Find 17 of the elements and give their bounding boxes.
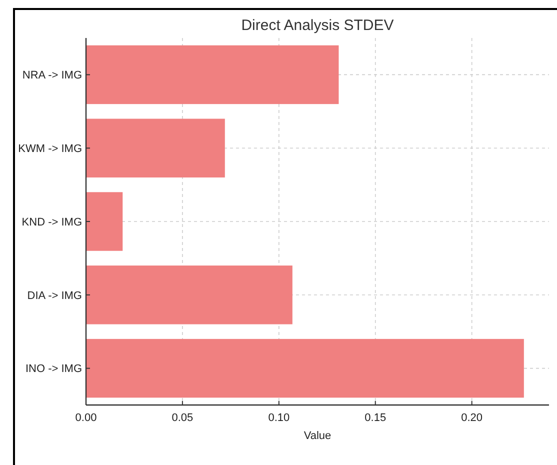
x-tick-label: 0.15 xyxy=(364,412,386,424)
x-axis-title: Value xyxy=(304,430,332,442)
bar xyxy=(86,338,524,398)
bar xyxy=(86,118,225,178)
y-tick-label: NRA -> IMG xyxy=(22,70,82,82)
x-tick-label: 0.05 xyxy=(172,412,194,424)
y-tick-label: INO -> IMG xyxy=(25,363,82,376)
bar xyxy=(86,45,339,104)
y-tick-label: DIA -> IMG xyxy=(27,290,82,302)
bar xyxy=(86,266,292,324)
x-tick-label: 0.00 xyxy=(75,412,97,424)
x-tick-label: 0.20 xyxy=(461,412,483,424)
x-tick-label: 0.10 xyxy=(268,412,290,424)
y-tick-label: KWM -> IMG xyxy=(18,142,82,155)
y-tick-label: KND -> IMG xyxy=(22,216,82,228)
chart-title: Direct Analysis STDEV xyxy=(241,17,394,34)
bar xyxy=(86,192,123,251)
